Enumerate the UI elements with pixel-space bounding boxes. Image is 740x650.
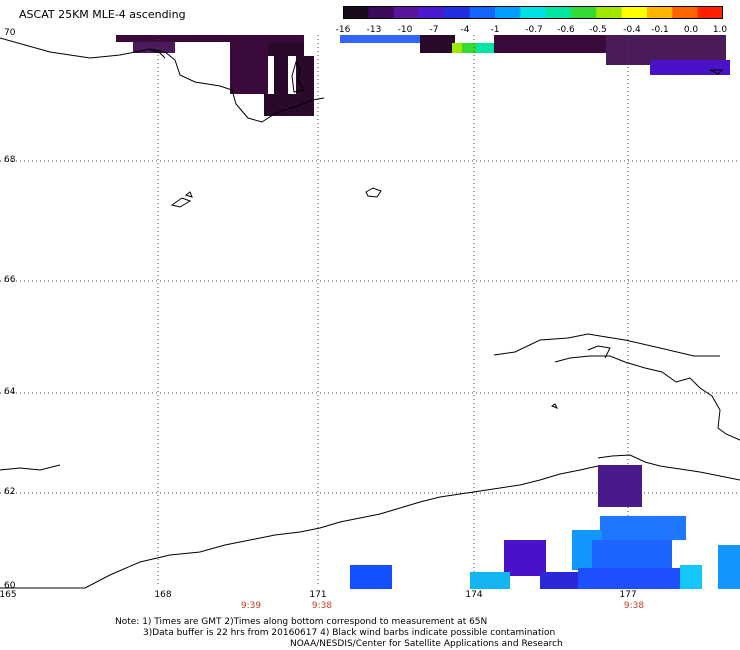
lon-label: 177 [619, 590, 637, 600]
coastlines [0, 37, 740, 589]
data-cells-south [350, 465, 740, 589]
colorbar-label: -0.5 [589, 25, 607, 35]
colorbar-label: -13 [366, 25, 382, 35]
swath-time-label: 9:39 [240, 601, 262, 611]
colorbar-segment [621, 6, 648, 19]
colorbar-segment [469, 6, 496, 19]
colorbar-segment [545, 6, 572, 19]
colorbar-labels: -16 -13 -10 -7 -4 -1 -0.7 -0.6 -0.5 -0.4… [330, 25, 740, 39]
lon-label: 174 [465, 590, 483, 600]
colorbar-segment [393, 6, 420, 19]
colorbar-segment [368, 6, 395, 19]
swath-time-label: 9:38 [623, 601, 645, 611]
colorbar-segment [520, 6, 547, 19]
colorbar-label: -0.7 [525, 25, 543, 35]
data-cells-north [116, 35, 730, 116]
footnote-line-2: 3)Data buffer is 22 hrs from 20160617 4)… [143, 628, 556, 638]
footnote-line-1: Note: 1) Times are GMT 2)Times along bot… [115, 617, 488, 627]
colorbar-segment [697, 6, 723, 19]
colorbar [343, 6, 723, 19]
swath-time-label: 9:38 [311, 601, 333, 611]
colorbar-label: -10 [397, 25, 413, 35]
lat-label: 68 [4, 155, 16, 165]
lon-label: 171 [309, 590, 327, 600]
colorbar-segment [419, 6, 445, 19]
colorbar-segment [571, 6, 597, 19]
colorbar-label: -7 [429, 25, 439, 35]
colorbar-segment [495, 6, 521, 19]
lat-label: 70 [4, 28, 16, 38]
colorbar-label: -16 [335, 25, 351, 35]
colorbar-label: -1 [490, 25, 500, 35]
colorbar-label: -0.1 [651, 25, 669, 35]
footnote-credit: NOAA/NESDIS/Center for Satellite Applica… [290, 639, 563, 649]
lat-label: 62 [4, 487, 16, 497]
colorbar-label: 1.0 [712, 25, 728, 35]
colorbar-segment [444, 6, 471, 19]
colorbar-segment [647, 6, 673, 19]
colorbar-label: -0.4 [623, 25, 641, 35]
colorbar-segment [672, 6, 699, 19]
colorbar-segment [343, 6, 369, 19]
lat-label: 66 [4, 275, 16, 285]
colorbar-label: -0.6 [557, 25, 575, 35]
colorbar-label: 0.0 [683, 25, 699, 35]
colorbar-segment [596, 6, 623, 19]
colorbar-label: -4 [460, 25, 470, 35]
lat-label: 64 [4, 387, 16, 397]
lon-label: 168 [154, 590, 172, 600]
map-title: ASCAT 25KM MLE-4 ascending [19, 8, 186, 21]
lat-label: 60 [4, 581, 16, 591]
lon-label: 165 [0, 590, 17, 600]
colorbar-border [343, 6, 723, 19]
